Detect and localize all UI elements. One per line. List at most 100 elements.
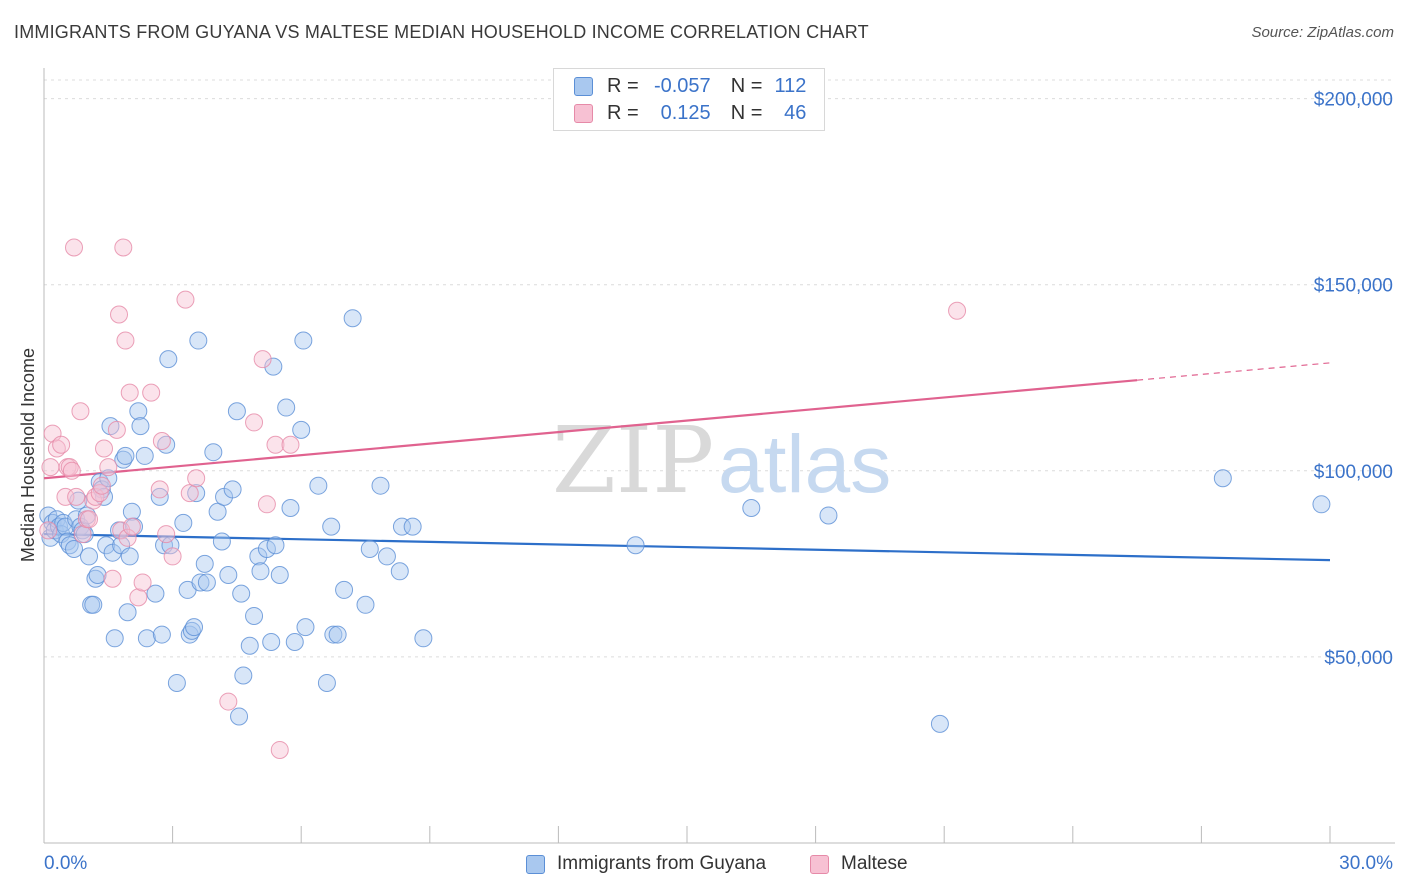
n-value: 46	[784, 101, 807, 124]
point-guyana	[317, 673, 336, 692]
chart-title: IMMIGRANTS FROM GUYANA VS MALTESE MEDIAN…	[14, 22, 869, 42]
point-guyana	[189, 331, 208, 350]
point-guyana	[116, 446, 135, 465]
r-label: R =	[607, 74, 639, 97]
point-guyana	[328, 625, 347, 644]
y-tick-label: $150,000	[1314, 276, 1393, 297]
axes	[43, 68, 1395, 844]
point-guyana	[296, 618, 315, 637]
point-guyana	[135, 446, 154, 465]
point-maltese	[71, 402, 90, 421]
point-maltese	[41, 458, 60, 477]
point-maltese	[948, 301, 967, 320]
point-guyana	[80, 547, 99, 566]
point-maltese	[39, 521, 58, 540]
legend-swatch-maltese	[810, 854, 829, 874]
point-maltese	[112, 521, 131, 540]
point-maltese	[103, 569, 122, 588]
point-maltese	[122, 517, 141, 536]
point-maltese	[176, 290, 195, 309]
point-maltese	[142, 383, 161, 402]
n-value: 112	[774, 74, 807, 97]
point-guyana	[322, 517, 341, 536]
point-maltese	[266, 435, 285, 454]
point-maltese	[253, 350, 272, 369]
point-guyana	[294, 331, 313, 350]
point-maltese	[65, 238, 84, 257]
point-guyana	[343, 309, 362, 328]
watermark-zip: ZIP	[552, 407, 714, 514]
point-maltese	[118, 528, 137, 547]
point-guyana	[65, 539, 84, 558]
point-maltese	[62, 461, 81, 480]
legend-row-maltese: R = 0.125 N = 46	[574, 101, 806, 125]
trend-line-maltese	[43, 379, 1138, 480]
point-guyana	[356, 595, 375, 614]
r-label: R =	[607, 101, 639, 124]
point-guyana	[245, 606, 264, 625]
point-guyana	[742, 499, 761, 518]
point-guyana	[335, 580, 354, 599]
point-guyana	[146, 584, 165, 603]
point-guyana	[240, 636, 259, 655]
correlation-legend: R = -0.057 N = 112 R = 0.125 N = 46	[553, 68, 825, 131]
point-guyana	[234, 666, 253, 685]
point-guyana	[167, 673, 186, 692]
data-points	[39, 238, 1331, 759]
y-tick-label: $200,000	[1314, 90, 1393, 111]
point-guyana	[819, 506, 838, 525]
point-maltese	[150, 480, 169, 499]
point-guyana	[277, 398, 296, 417]
point-guyana	[84, 595, 103, 614]
x-tick-label: 0.0%	[44, 853, 87, 874]
point-maltese	[180, 484, 199, 503]
point-guyana	[120, 547, 139, 566]
point-maltese	[245, 413, 264, 432]
trend-line-guyana	[43, 532, 1331, 562]
point-guyana	[414, 629, 433, 648]
point-guyana	[187, 484, 206, 503]
point-guyana	[930, 714, 949, 733]
point-guyana	[122, 502, 141, 521]
point-guyana	[174, 513, 193, 532]
point-maltese	[99, 458, 118, 477]
point-maltese	[129, 588, 148, 607]
n-label: N =	[730, 101, 763, 124]
point-guyana	[131, 417, 150, 436]
point-maltese	[152, 432, 171, 451]
legend-swatch-guyana	[526, 854, 545, 874]
point-maltese	[270, 740, 289, 759]
point-guyana	[212, 532, 231, 551]
point-guyana	[292, 420, 311, 439]
point-guyana	[285, 633, 304, 652]
point-guyana	[371, 476, 390, 495]
point-maltese	[73, 525, 92, 544]
point-guyana	[390, 562, 409, 581]
point-maltese	[56, 487, 75, 506]
point-maltese	[80, 510, 99, 529]
point-guyana	[185, 618, 204, 637]
series-legend-maltese: Maltese	[810, 851, 908, 877]
watermark: ZIP atlas	[552, 407, 891, 514]
point-guyana	[129, 402, 148, 421]
tick-labels: $50,000 $100,000 $150,000 $200,000 0.0% 30.0%	[44, 90, 1393, 874]
point-maltese	[107, 420, 126, 439]
point-guyana	[159, 350, 178, 369]
swatch-guyana	[574, 76, 593, 96]
legend-row-guyana: R = -0.057 N = 112	[574, 74, 806, 98]
point-guyana	[208, 502, 227, 521]
point-guyana	[137, 629, 156, 648]
legend-label-guyana: Immigrants from Guyana	[557, 853, 767, 874]
point-guyana	[204, 443, 223, 462]
point-guyana	[403, 517, 422, 536]
y-tick-label: $100,000	[1314, 462, 1393, 483]
point-guyana	[309, 476, 328, 495]
point-maltese	[120, 383, 139, 402]
point-guyana	[324, 625, 343, 644]
r-value: 0.125	[660, 101, 711, 124]
legend-label-maltese: Maltese	[841, 853, 908, 874]
series-legend-guyana: Immigrants from Guyana	[526, 851, 766, 877]
point-maltese	[67, 487, 86, 506]
point-guyana	[56, 517, 75, 536]
point-guyana	[223, 480, 242, 499]
